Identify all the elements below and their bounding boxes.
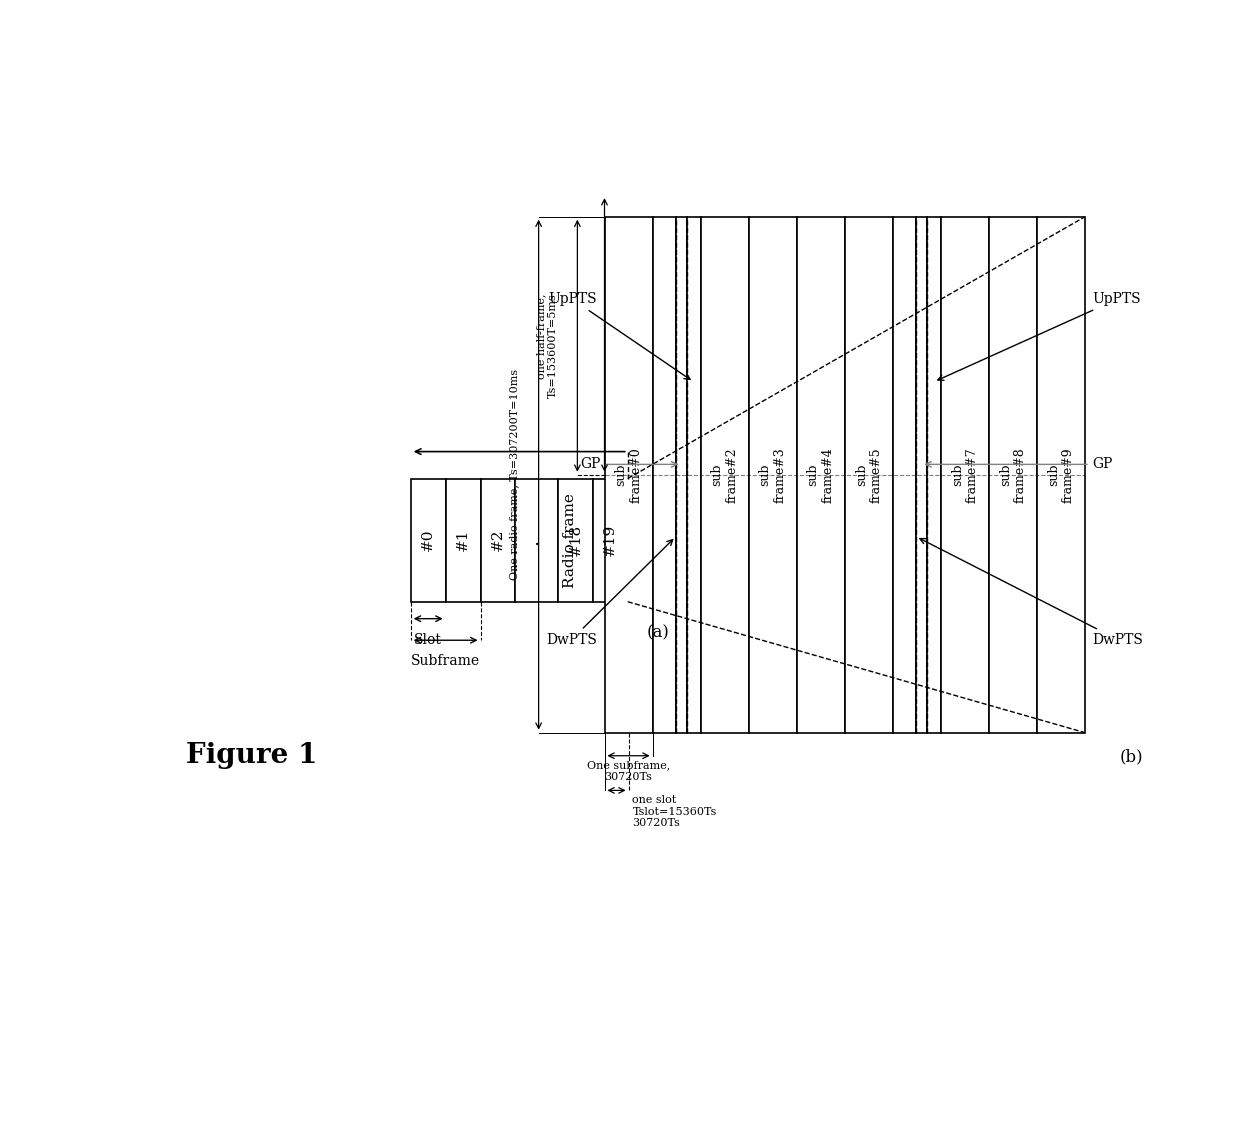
Bar	[605, 216, 652, 733]
Bar	[410, 479, 445, 601]
Bar	[796, 216, 844, 733]
Text: #18: #18	[568, 524, 583, 556]
Text: sub
frame#5: sub frame#5	[854, 447, 883, 502]
Bar	[749, 216, 797, 733]
Text: (a): (a)	[647, 625, 670, 642]
Bar	[558, 479, 593, 601]
Bar	[676, 216, 687, 733]
Bar	[988, 216, 1037, 733]
Text: GP: GP	[580, 457, 677, 472]
Bar	[893, 216, 916, 733]
Bar	[481, 479, 516, 601]
Bar	[916, 216, 926, 733]
Text: #1: #1	[456, 529, 470, 552]
Text: (b): (b)	[1120, 748, 1143, 765]
Text: One subframe,
30720Ts: One subframe, 30720Ts	[587, 760, 670, 781]
Bar	[593, 479, 627, 601]
Bar	[687, 216, 701, 733]
Text: .: .	[533, 531, 539, 549]
Text: sub
frame#0: sub frame#0	[615, 447, 642, 502]
Text: #2: #2	[491, 529, 505, 552]
Bar	[1037, 216, 1085, 733]
Text: sub
frame#9: sub frame#9	[1047, 447, 1075, 502]
Text: sub
frame#7: sub frame#7	[951, 447, 978, 502]
Bar	[941, 216, 988, 733]
Bar	[516, 479, 558, 601]
Bar	[844, 216, 893, 733]
Bar	[652, 216, 676, 733]
Text: one slot
Tslot=15360Ts
30720Ts: one slot Tslot=15360Ts 30720Ts	[632, 795, 717, 829]
Text: One radio frame, Ts=307200T=10ms: One radio frame, Ts=307200T=10ms	[510, 369, 520, 580]
Text: UpPTS: UpPTS	[548, 293, 689, 379]
Text: sub
frame#8: sub frame#8	[999, 447, 1027, 502]
Bar	[926, 216, 941, 733]
Text: Slot: Slot	[414, 633, 443, 646]
Bar	[701, 216, 749, 733]
Text: Radio frame: Radio frame	[563, 493, 577, 588]
Text: DwPTS: DwPTS	[920, 538, 1143, 646]
Text: sub
frame#4: sub frame#4	[807, 447, 835, 502]
Text: sub
frame#3: sub frame#3	[759, 447, 786, 502]
Text: one half-frame,
Ts=153600T=5ms: one half-frame, Ts=153600T=5ms	[537, 294, 558, 399]
Bar	[445, 479, 481, 601]
Text: #0: #0	[422, 529, 435, 552]
Text: DwPTS: DwPTS	[546, 539, 673, 646]
Text: UpPTS: UpPTS	[937, 293, 1141, 381]
Text: Figure 1: Figure 1	[186, 742, 317, 769]
Text: #19: #19	[604, 524, 618, 556]
Text: sub
frame#2: sub frame#2	[711, 447, 739, 502]
Text: GP: GP	[926, 457, 1114, 472]
Text: Subframe: Subframe	[412, 654, 480, 668]
